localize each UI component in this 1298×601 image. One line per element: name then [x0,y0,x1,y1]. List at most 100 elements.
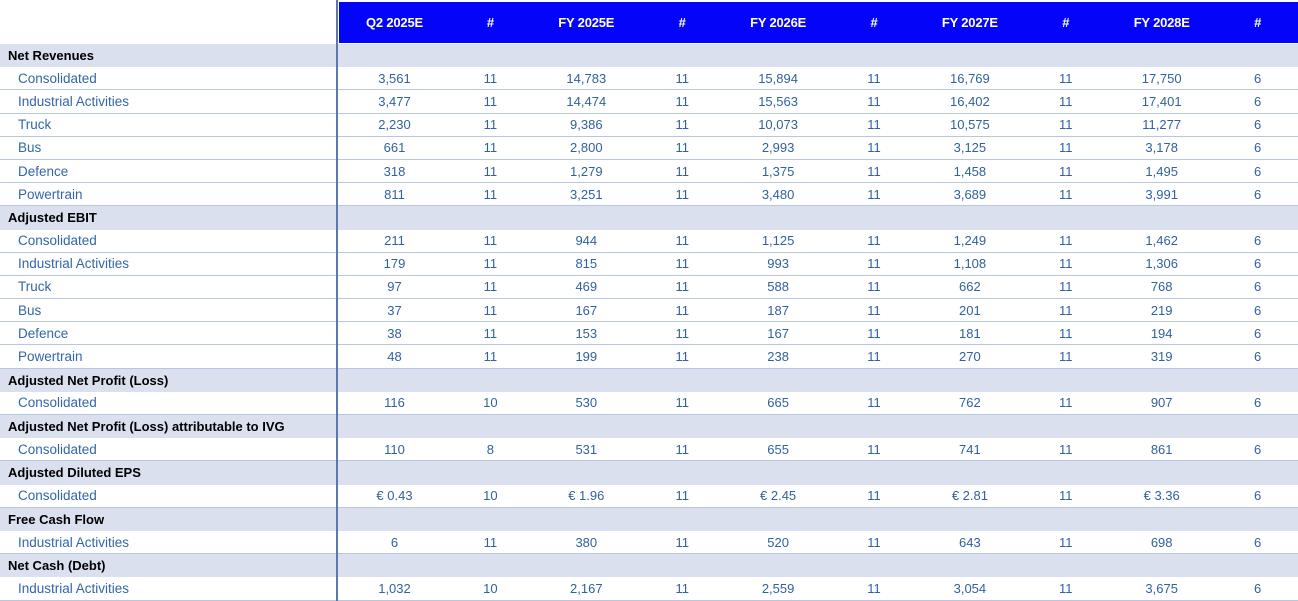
header-spacer [0,0,339,44]
value-cell: 2,167 [570,580,603,596]
value-cell: 2,800 [570,140,603,156]
value-cell: 11 [867,93,881,109]
value-cell: 11 [1059,534,1073,550]
value-cell: 17,401 [1141,93,1182,109]
table-row: Powertrain 811 11 3,251 11 3,480 11 3,689 11 3,9… [0,183,1298,207]
section-header-row: Adjusted Diluted EPS [0,461,1298,485]
value-cell: 3,675 [1145,580,1178,596]
value-cell: 1,279 [570,163,603,179]
value-cell: 16,769 [950,70,990,86]
value-cell: 1,125 [761,233,795,249]
value-cell: 38 [387,325,402,341]
value-cell: 11 [675,93,689,109]
value-cell: 11 [867,70,881,86]
value-cell: 861 [1150,441,1173,457]
row-label: Industrial Activities [18,256,130,272]
value-cell: 167 [767,325,789,341]
value-cell: 11 [1059,441,1073,457]
value-cell: 11 [483,140,498,156]
value-cell: 11 [1059,325,1073,341]
value-cell: 8 [486,441,495,457]
value-cell: 655 [767,441,789,457]
value-cell: € 1.96 [568,488,605,504]
value-cell: 380 [575,534,598,550]
value-cell: 187 [767,302,789,318]
value-cell: 3,125 [953,140,987,156]
value-cell: 10,575 [950,117,990,133]
value-cell: 15,894 [758,70,798,86]
value-cell: 643 [959,534,981,550]
value-cell: 116 [384,395,405,411]
row-label: Defence [18,163,69,179]
value-cell: 11 [1059,302,1073,318]
value-cell: 48 [387,349,402,365]
value-cell: 11 [867,163,881,179]
row-label: Bus [18,302,42,318]
section-header-row: Adjusted EBIT [0,206,1298,230]
value-cell: 6 [1253,163,1262,179]
value-cell: 3,477 [378,93,411,109]
value-cell: 11 [867,349,881,365]
value-cell: 993 [767,256,789,272]
table-row: Defence 318 11 1,279 11 1,375 11 1,458 11 1,495 6 [0,159,1298,184]
value-cell: 194 [1150,325,1173,341]
value-cell: 10 [483,580,498,596]
value-cell: 11 [1059,70,1073,86]
row-label: Powertrain [18,186,83,202]
value-cell: 11 [675,279,689,295]
table-row: Powertrain 48 11 199 11 238 11 270 11 319 6 [0,345,1298,369]
value-cell: 11 [483,70,498,86]
value-cell: 11 [675,580,689,596]
value-cell: 6 [1253,70,1262,86]
value-cell: 1,462 [1145,233,1178,249]
value-cell: 11 [867,186,881,202]
value-cell: 907 [1150,395,1173,411]
column-header: # [833,0,915,44]
row-label: Industrial Activities [18,534,130,550]
value-cell: 6 [1253,233,1262,249]
row-label: Truck [18,117,52,133]
row-label: Industrial Activities [18,93,130,109]
value-cell: 815 [575,256,598,272]
value-cell: 11 [675,325,689,341]
value-cell: 153 [575,325,598,341]
value-cell: 6 [1253,140,1262,156]
row-label: Consolidated [18,441,97,457]
table-row: Industrial Activities 179 11 815 11 993 11 1,1… [0,252,1298,276]
section-title: Adjusted Diluted EPS [8,465,141,481]
value-cell: 6 [1253,302,1262,318]
table-body: Net Revenues Consolidated 3,561 11 14,783 1… [0,44,1298,601]
table-row: Bus 661 11 2,800 11 2,993 11 3,125 11 3,178 6 [0,136,1298,160]
value-cell: 1,495 [1145,163,1178,179]
value-cell: 11 [867,302,881,318]
value-cell: 11 [867,441,881,457]
value-cell: 14,783 [566,70,607,86]
value-cell: 15,563 [758,93,798,109]
column-divider [336,0,338,601]
value-cell: 520 [767,534,789,550]
value-cell: 1,249 [953,233,987,249]
value-cell: 181 [959,325,981,341]
value-cell: 17,750 [1141,70,1182,86]
value-cell: € 2.45 [760,488,797,504]
section-title: Net Cash (Debt) [8,558,106,574]
value-cell: 3,561 [378,70,411,86]
value-cell: 11 [675,140,689,156]
table-row: Industrial Activities 3,477 11 14,474 11 15,… [0,90,1298,114]
value-cell: 11 [867,534,881,550]
value-cell: 11 [483,325,498,341]
value-cell: 11 [483,186,498,202]
value-cell: 11 [1059,349,1073,365]
value-cell: 167 [575,302,598,318]
value-cell: 11 [1059,163,1073,179]
value-cell: 665 [767,395,789,411]
value-cell: 10 [483,488,498,504]
value-cell: 6 [1253,441,1262,457]
value-cell: 3,689 [953,186,987,202]
row-label: Industrial Activities [18,580,130,596]
value-cell: 661 [383,140,406,156]
value-cell: 11 [675,163,689,179]
value-cell: 11 [483,117,498,133]
table-row: Truck 97 11 469 11 588 11 662 11 768 6 [0,275,1298,300]
value-cell: 11 [675,395,689,411]
